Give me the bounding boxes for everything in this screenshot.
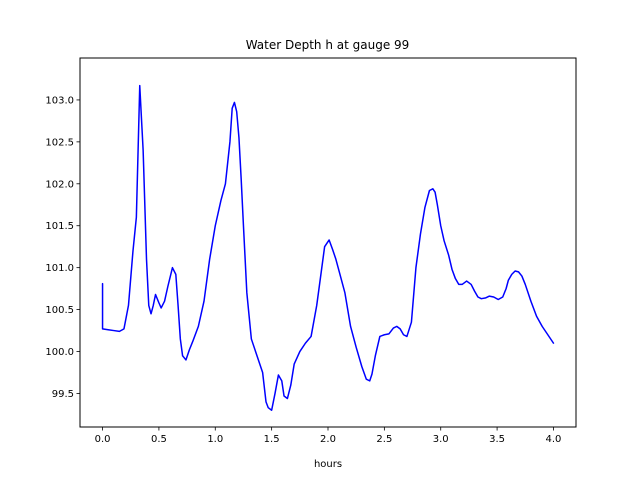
y-tick-label: 100.0 (45, 347, 74, 358)
y-tick-label: 103.0 (45, 95, 74, 106)
plot-frame (79, 57, 577, 428)
x-tick-label: 1.0 (207, 434, 223, 445)
y-tick-label: 99.5 (52, 389, 74, 400)
x-axis: 0.0 0.5 1.0 1.5 2.0 2.5 3.0 3.5 4.0 (95, 427, 562, 445)
y-tick-label: 101.0 (45, 263, 74, 274)
series-line-0 (101, 84, 555, 411)
x-tick-label: 0.5 (151, 434, 167, 445)
y-tick-label: 100.5 (45, 305, 74, 316)
x-tick-label: 4.0 (546, 434, 562, 445)
x-tick-label: 0.0 (95, 434, 111, 445)
x-tick-label: 2.0 (320, 434, 336, 445)
y-axis: 99.5 100.0 100.5 101.0 101.5 102.0 102.5 103.0 (45, 95, 80, 400)
x-tick-label: 1.5 (264, 434, 280, 445)
plot-area (101, 84, 555, 411)
chart-title: Water Depth h at gauge 99 (246, 38, 410, 52)
x-axis-label: hours (314, 459, 342, 470)
y-tick-label: 101.5 (45, 221, 74, 232)
y-tick-label: 102.5 (45, 137, 74, 148)
x-tick-label: 3.5 (489, 434, 505, 445)
x-tick-label: 2.5 (376, 434, 392, 445)
y-tick-label: 102.0 (45, 179, 74, 190)
x-tick-label: 3.0 (433, 434, 449, 445)
